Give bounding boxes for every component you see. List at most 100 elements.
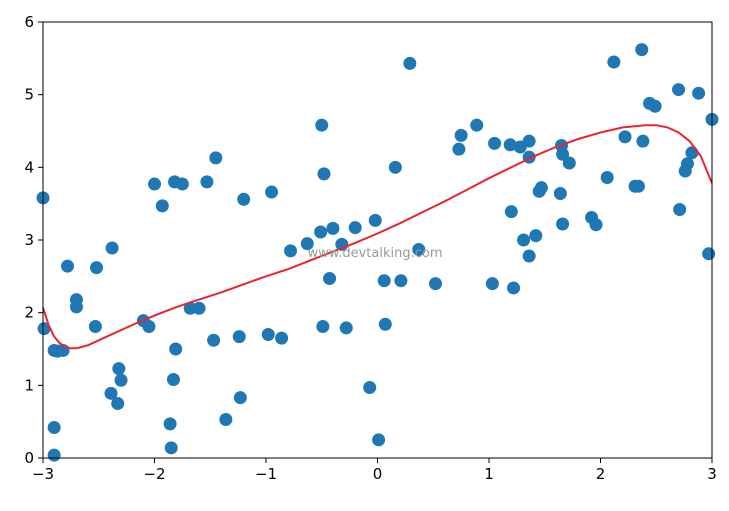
scatter-point bbox=[368, 213, 382, 227]
plot-frame bbox=[42, 21, 713, 459]
scatter-point bbox=[232, 330, 246, 344]
scatter-point bbox=[192, 301, 206, 315]
scatter-point bbox=[209, 151, 223, 165]
scatter-point bbox=[315, 118, 329, 132]
x-tick-label: −1 bbox=[255, 465, 277, 483]
scatter-point bbox=[104, 386, 118, 400]
scatter-point bbox=[105, 241, 119, 255]
x-tick-label: 0 bbox=[373, 465, 383, 483]
scatter-point bbox=[142, 319, 156, 333]
scatter-point bbox=[470, 118, 484, 132]
scatter-point bbox=[114, 373, 128, 387]
scatter-point bbox=[377, 274, 391, 288]
x-tick-label: −3 bbox=[32, 465, 54, 483]
y-tick-label: 6 bbox=[24, 13, 34, 31]
scatter-point bbox=[631, 179, 645, 193]
scatter-point bbox=[673, 202, 687, 216]
scatter-point bbox=[517, 233, 531, 247]
y-tick-label: 3 bbox=[24, 231, 34, 249]
scatter-point bbox=[88, 319, 102, 333]
scatter-point bbox=[648, 99, 662, 113]
scatter-point bbox=[522, 134, 536, 148]
y-tick-label: 2 bbox=[24, 304, 34, 322]
scatter-point bbox=[233, 391, 247, 405]
scatter-point bbox=[428, 277, 442, 291]
scatter-point bbox=[529, 229, 543, 243]
scatter-point bbox=[47, 448, 61, 462]
scatter-point bbox=[507, 281, 521, 295]
scatter-point bbox=[680, 157, 694, 171]
scatter-point bbox=[600, 171, 614, 185]
scatter-point bbox=[672, 83, 686, 97]
scatter-point bbox=[636, 134, 650, 148]
scatter-point bbox=[314, 225, 328, 239]
scatter-point bbox=[562, 156, 576, 170]
scatter-point bbox=[148, 177, 161, 191]
watermark: www.devtalking.com bbox=[308, 246, 443, 261]
scatter-point bbox=[261, 327, 275, 341]
scatter-point bbox=[685, 146, 699, 160]
scatter-point bbox=[323, 272, 337, 286]
scatter-point bbox=[348, 221, 362, 235]
scatter-point bbox=[372, 433, 386, 447]
scatter-point bbox=[284, 244, 298, 258]
axes-layer: −3 −2 −1 0 1 2 3 0 1 2 3 4 5 6 bbox=[24, 13, 716, 483]
scatter-point bbox=[47, 420, 61, 434]
scatter-point bbox=[702, 247, 716, 261]
scatter-point bbox=[300, 237, 314, 251]
scatter-point bbox=[485, 277, 499, 291]
scatter-point bbox=[339, 321, 353, 335]
scatter-point bbox=[692, 86, 706, 100]
scatter-point bbox=[388, 160, 402, 174]
scatter-point bbox=[618, 130, 632, 144]
scatter-point bbox=[155, 199, 169, 213]
scatter-point bbox=[69, 300, 83, 314]
scatter-point bbox=[175, 177, 189, 191]
scatter-point bbox=[553, 186, 567, 200]
scatter-point bbox=[454, 128, 468, 142]
scatter-point bbox=[363, 381, 377, 395]
scatter-point bbox=[237, 192, 251, 206]
scatter-point bbox=[504, 205, 518, 219]
scatter-point bbox=[166, 373, 180, 387]
scatter-point bbox=[326, 221, 340, 235]
scatter-point bbox=[219, 412, 233, 426]
scatter-point bbox=[522, 249, 536, 263]
scatter-point bbox=[90, 261, 104, 275]
scatter-point bbox=[556, 217, 570, 231]
scatter-point bbox=[169, 342, 183, 356]
scatter-point bbox=[452, 142, 466, 156]
scatter-point bbox=[265, 185, 279, 199]
scatter-point bbox=[412, 242, 426, 256]
x-tick-label: 2 bbox=[596, 465, 606, 483]
fit-curve bbox=[42, 124, 713, 350]
scatter-point bbox=[164, 441, 178, 455]
x-tick-label: 1 bbox=[484, 465, 494, 483]
scatter-point bbox=[503, 138, 517, 152]
x-tick-label: −2 bbox=[143, 465, 165, 483]
scatter-point bbox=[403, 56, 417, 70]
y-tick-label: 4 bbox=[24, 158, 34, 176]
scatter-point bbox=[534, 181, 548, 195]
scatter-point bbox=[112, 362, 126, 376]
scatter-point bbox=[200, 175, 214, 189]
scatter-point bbox=[607, 55, 621, 69]
scatter-point bbox=[183, 301, 197, 315]
scatter-point bbox=[316, 319, 330, 333]
y-tick-label: 5 bbox=[24, 86, 34, 104]
scatter-point bbox=[317, 167, 331, 181]
y-tick-label: 1 bbox=[24, 376, 34, 394]
data-layer bbox=[36, 43, 719, 462]
scatter-point bbox=[111, 397, 125, 410]
y-tick-label: 0 bbox=[24, 449, 34, 467]
scatter-point bbox=[635, 43, 649, 57]
scatter-point bbox=[207, 333, 221, 347]
scatter-point bbox=[589, 218, 603, 232]
x-tick-label: 3 bbox=[707, 465, 717, 483]
scatter-point bbox=[378, 317, 392, 331]
scatter-point bbox=[37, 322, 51, 336]
scatter-point bbox=[488, 136, 502, 150]
scatter-point bbox=[275, 331, 289, 345]
